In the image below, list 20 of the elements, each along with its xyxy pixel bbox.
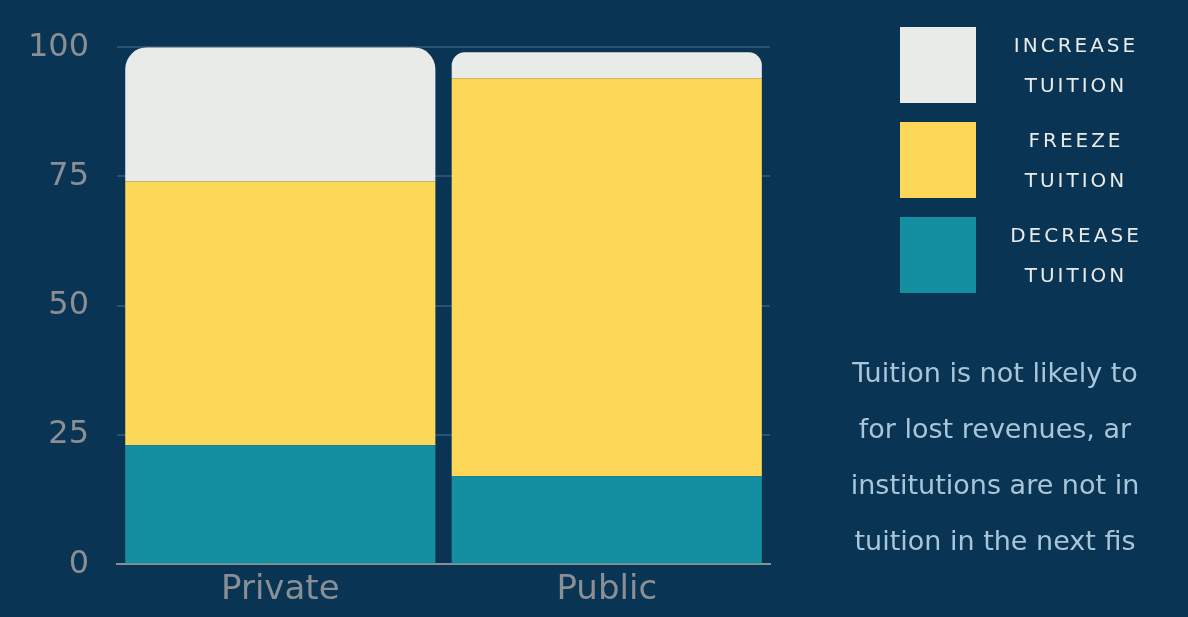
bar <box>125 445 436 564</box>
y-tick-label: 75 <box>48 154 90 193</box>
y-tick-label: 50 <box>48 284 90 323</box>
x-tick-label: Private <box>221 567 340 608</box>
text: for lost revenues, ar <box>857 412 1133 446</box>
bar <box>451 476 762 564</box>
text: INCREASE TUITION <box>1012 32 1140 99</box>
text: institutions are not in <box>849 468 1141 502</box>
text: tuition in the next fis <box>853 524 1137 558</box>
bar <box>451 52 762 79</box>
text: Tuition is not likely to <box>851 356 1139 390</box>
x-tick-label: Public <box>556 567 658 608</box>
text: FREEZE TUITION <box>1023 127 1129 194</box>
y-tick-label: 0 <box>68 542 90 581</box>
bar <box>125 47 436 182</box>
bar <box>125 181 436 446</box>
y-tick-label: 100 <box>28 25 90 64</box>
bar <box>451 78 762 477</box>
text: DECREASE TUITION <box>1009 222 1143 289</box>
y-tick-label: 25 <box>48 413 90 452</box>
